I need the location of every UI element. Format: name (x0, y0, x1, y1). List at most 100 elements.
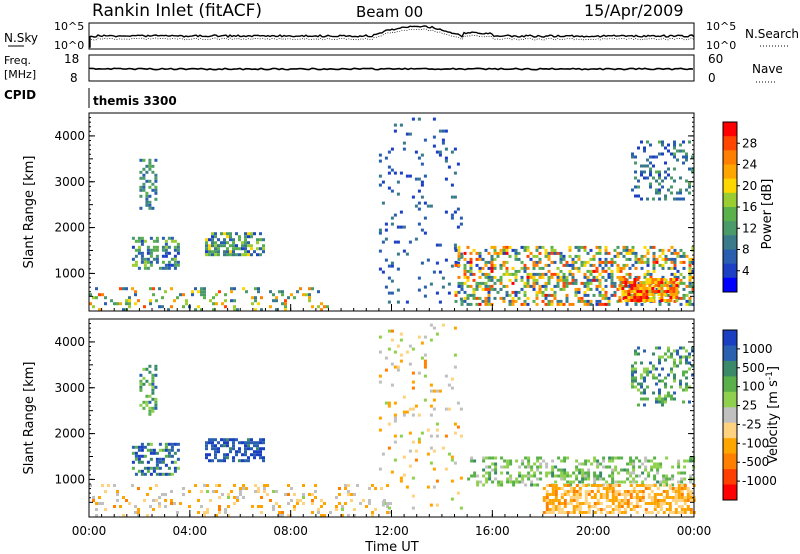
scatter-cell (649, 272, 653, 276)
scatter-cell (688, 167, 691, 171)
scatter-cell (154, 367, 158, 371)
scatter-cell (551, 511, 555, 514)
scatter-cell (134, 445, 138, 449)
scatter-cell (672, 284, 676, 287)
scatter-cell (618, 284, 622, 287)
scatter-cell (616, 269, 620, 273)
scatter-cell (683, 477, 687, 481)
scatter-cell (649, 361, 652, 365)
scatter-cell (317, 508, 320, 511)
scatter-cell (655, 191, 658, 195)
scatter-cell (278, 514, 281, 517)
scatter-cell (672, 290, 676, 293)
scatter-cell (149, 302, 152, 306)
scatter-cell (628, 272, 632, 276)
scatter-cell (616, 245, 620, 249)
scatter-cell (629, 471, 633, 475)
scatter-cell (620, 511, 624, 514)
scatter-cell (633, 290, 637, 293)
scatter-cell (624, 278, 628, 281)
scatter-cell (653, 462, 657, 466)
scatter-cell (390, 261, 394, 265)
scatter-cell (631, 152, 634, 156)
scatter-cell (554, 480, 558, 484)
scatter-cell (689, 511, 693, 514)
scatter-cell (634, 176, 637, 180)
scatter-cell (152, 245, 156, 249)
scatter-cell (667, 257, 671, 261)
scatter-cell (583, 245, 587, 249)
scatter-cell (652, 352, 655, 356)
scatter-cell (656, 502, 660, 505)
scatter-cell (646, 269, 650, 273)
scatter-cell (411, 117, 415, 121)
scatter-cell (541, 245, 545, 249)
scatter-cell (673, 140, 676, 144)
scatter-cell (632, 490, 636, 493)
scatter-cell (620, 493, 624, 496)
scatter-cell (621, 278, 625, 281)
scatter-cell (596, 465, 600, 469)
scatter-cell (158, 496, 161, 499)
scatter-cell (544, 248, 548, 252)
scatter-cell (148, 164, 152, 168)
scatter-cell (484, 263, 488, 267)
scatter-cell (584, 471, 588, 475)
scatter-cell (685, 302, 689, 306)
scatter-cell (459, 216, 463, 220)
scatter-cell (453, 171, 457, 175)
scatter-cell (658, 299, 662, 303)
scatter-cell (657, 284, 661, 287)
scatter-cell (143, 257, 147, 261)
scatter-cell (611, 477, 615, 481)
scatter-cell (241, 441, 244, 445)
scatter-cell (562, 284, 566, 288)
scatter-cell (176, 242, 180, 246)
scatter-cell (691, 364, 694, 368)
scatter-cell (460, 254, 464, 258)
scatter-cell (668, 477, 672, 481)
scatter-cell (311, 305, 314, 309)
scatter-cell (447, 282, 451, 286)
scatter-cell (101, 484, 104, 487)
scatter-cell (644, 487, 648, 490)
scatter-cell (520, 245, 524, 249)
scatter-cell (587, 468, 591, 472)
scatter-cell (466, 302, 470, 306)
scatter-cell (557, 508, 561, 511)
scatter-cell (472, 278, 476, 282)
scatter-cell (544, 263, 548, 267)
scatter-cell (314, 490, 317, 493)
scatter-cell (524, 465, 528, 469)
scatter-cell (608, 474, 612, 478)
scatter-cell (182, 493, 185, 496)
scatter-cell (688, 266, 692, 270)
colorbar-tick-label: 4 (742, 264, 750, 278)
scatter-cell (347, 514, 350, 517)
scatter-cell (411, 440, 415, 444)
scatter-cell (128, 302, 131, 306)
scatter-cell (263, 484, 266, 487)
scatter-cell (302, 493, 305, 496)
scatter-cell (223, 253, 226, 257)
scatter-cell (689, 490, 693, 493)
scatter-cell (514, 293, 518, 297)
scatter-cell (154, 188, 158, 192)
scatter-cell (677, 511, 681, 514)
freq-label: Freq. (4, 54, 31, 67)
scatter-cell (137, 266, 141, 270)
scatter-cell (562, 287, 566, 291)
scatter-cell (679, 272, 683, 276)
scatter-cell (671, 474, 675, 478)
scatter-cell (463, 272, 467, 276)
scatter-cell (679, 358, 682, 362)
scatter-cell (131, 484, 134, 487)
scatter-cell (679, 302, 683, 306)
scatter-cell (233, 502, 236, 505)
scatter-cell (691, 290, 695, 294)
scatter-cell (469, 251, 473, 255)
scatter-cell (667, 266, 671, 270)
scatter-cell (658, 263, 662, 267)
scatter-cell (502, 263, 506, 267)
scatter-cell (481, 266, 485, 270)
